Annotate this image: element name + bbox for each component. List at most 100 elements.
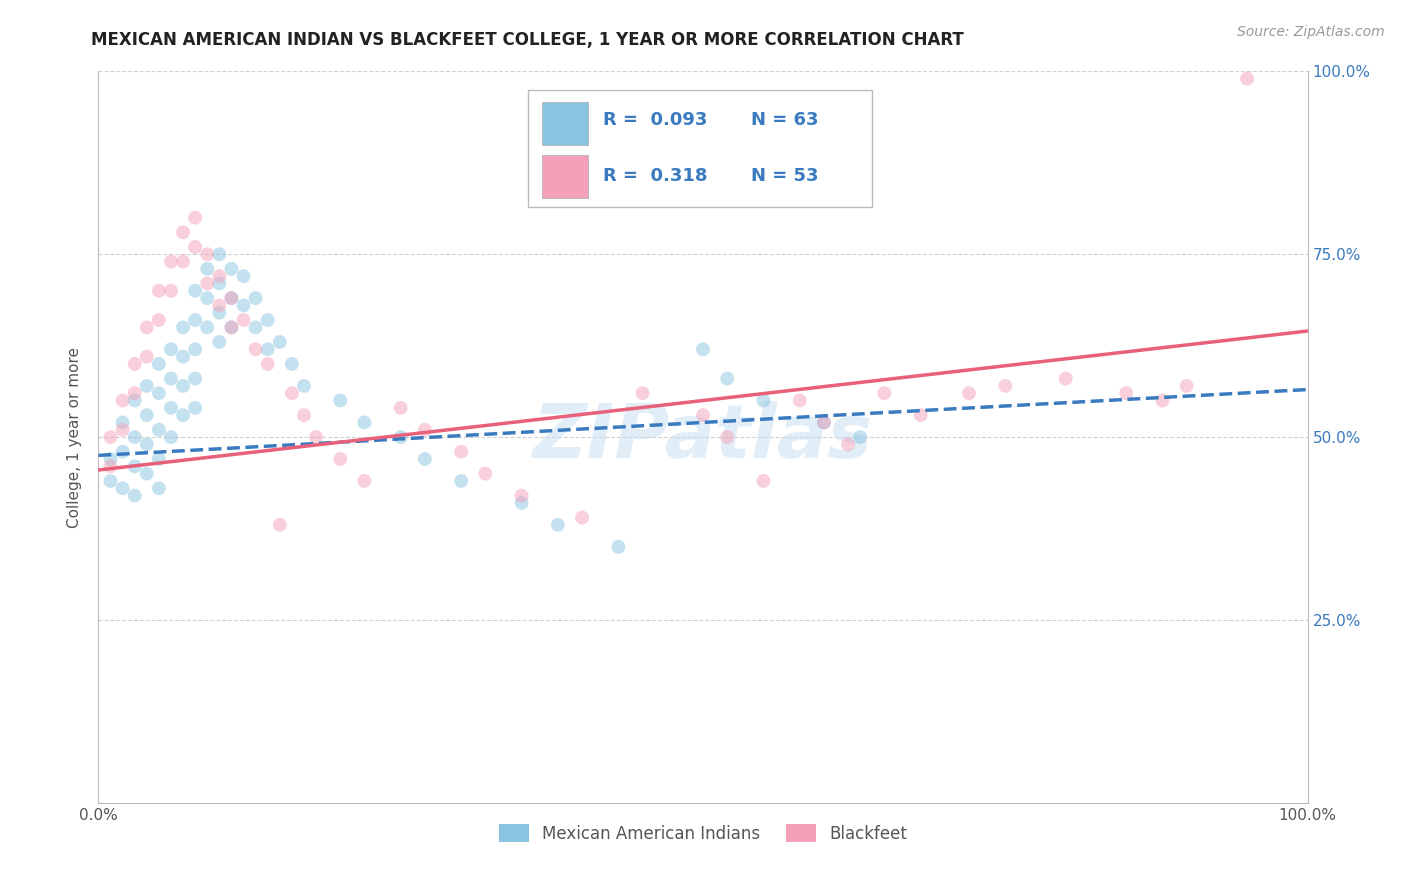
Point <box>547 517 569 532</box>
Point <box>195 291 218 305</box>
Point <box>232 298 254 312</box>
Point <box>245 291 267 305</box>
Text: MEXICAN AMERICAN INDIAN VS BLACKFEET COLLEGE, 1 YEAR OR MORE CORRELATION CHART: MEXICAN AMERICAN INDIAN VS BLACKFEET COL… <box>91 31 965 49</box>
Text: N = 63: N = 63 <box>751 112 818 129</box>
Point <box>450 444 472 458</box>
Point <box>111 416 134 430</box>
Point <box>752 474 775 488</box>
Point <box>100 474 122 488</box>
Point <box>329 452 352 467</box>
Point <box>269 517 291 532</box>
Point <box>148 481 170 495</box>
Point <box>111 423 134 437</box>
Point <box>184 401 207 415</box>
Point <box>910 408 932 422</box>
Point <box>232 269 254 284</box>
Point <box>221 291 243 305</box>
Point <box>510 489 533 503</box>
Point <box>148 452 170 467</box>
Point <box>195 261 218 276</box>
FancyBboxPatch shape <box>527 90 872 207</box>
Point <box>837 437 859 451</box>
Point <box>692 408 714 422</box>
Point <box>208 247 231 261</box>
Point <box>510 496 533 510</box>
Point <box>221 320 243 334</box>
Point <box>413 452 436 467</box>
Point <box>208 269 231 284</box>
Point <box>111 481 134 495</box>
Point <box>221 320 243 334</box>
Point <box>692 343 714 357</box>
Point <box>474 467 496 481</box>
Point <box>172 408 194 422</box>
Point <box>172 379 194 393</box>
Point <box>292 408 315 422</box>
Point <box>135 408 157 422</box>
Point <box>135 467 157 481</box>
Point <box>184 371 207 385</box>
Point <box>232 313 254 327</box>
Text: R =  0.093: R = 0.093 <box>603 112 707 129</box>
Point <box>160 284 183 298</box>
Point <box>160 343 183 357</box>
Point <box>184 240 207 254</box>
Point <box>100 459 122 474</box>
Point <box>124 393 146 408</box>
Point <box>1236 71 1258 86</box>
Point <box>184 313 207 327</box>
Point <box>305 430 328 444</box>
Point <box>813 416 835 430</box>
Y-axis label: College, 1 year or more: College, 1 year or more <box>67 347 83 527</box>
Point <box>789 393 811 408</box>
FancyBboxPatch shape <box>543 102 588 145</box>
Point <box>148 357 170 371</box>
Point <box>100 452 122 467</box>
Point <box>269 334 291 349</box>
Point <box>281 386 304 401</box>
Point <box>172 225 194 239</box>
Point <box>353 474 375 488</box>
Point <box>413 423 436 437</box>
Point <box>389 401 412 415</box>
Point <box>148 423 170 437</box>
Point <box>195 320 218 334</box>
Point <box>111 393 134 408</box>
Point <box>752 393 775 408</box>
Point <box>135 320 157 334</box>
Point <box>124 459 146 474</box>
Text: Source: ZipAtlas.com: Source: ZipAtlas.com <box>1237 25 1385 39</box>
Point <box>607 540 630 554</box>
Point <box>353 416 375 430</box>
Point <box>184 343 207 357</box>
Point <box>208 334 231 349</box>
Point <box>450 474 472 488</box>
Point <box>124 489 146 503</box>
Point <box>245 343 267 357</box>
Point <box>135 350 157 364</box>
Point <box>195 277 218 291</box>
Point <box>172 320 194 334</box>
Point <box>849 430 872 444</box>
Point <box>631 386 654 401</box>
Point <box>281 357 304 371</box>
Point <box>135 379 157 393</box>
Point <box>994 379 1017 393</box>
Legend: Mexican American Indians, Blackfeet: Mexican American Indians, Blackfeet <box>492 818 914 849</box>
Point <box>329 393 352 408</box>
Point <box>148 313 170 327</box>
Point <box>148 386 170 401</box>
Point <box>195 247 218 261</box>
Point <box>208 306 231 320</box>
Point <box>716 371 738 385</box>
Text: R =  0.318: R = 0.318 <box>603 167 707 185</box>
Point <box>292 379 315 393</box>
Point <box>256 357 278 371</box>
Point <box>716 430 738 444</box>
Point <box>124 430 146 444</box>
Point <box>221 291 243 305</box>
Point <box>389 430 412 444</box>
Point <box>571 510 593 524</box>
Point <box>172 254 194 268</box>
Point <box>135 437 157 451</box>
